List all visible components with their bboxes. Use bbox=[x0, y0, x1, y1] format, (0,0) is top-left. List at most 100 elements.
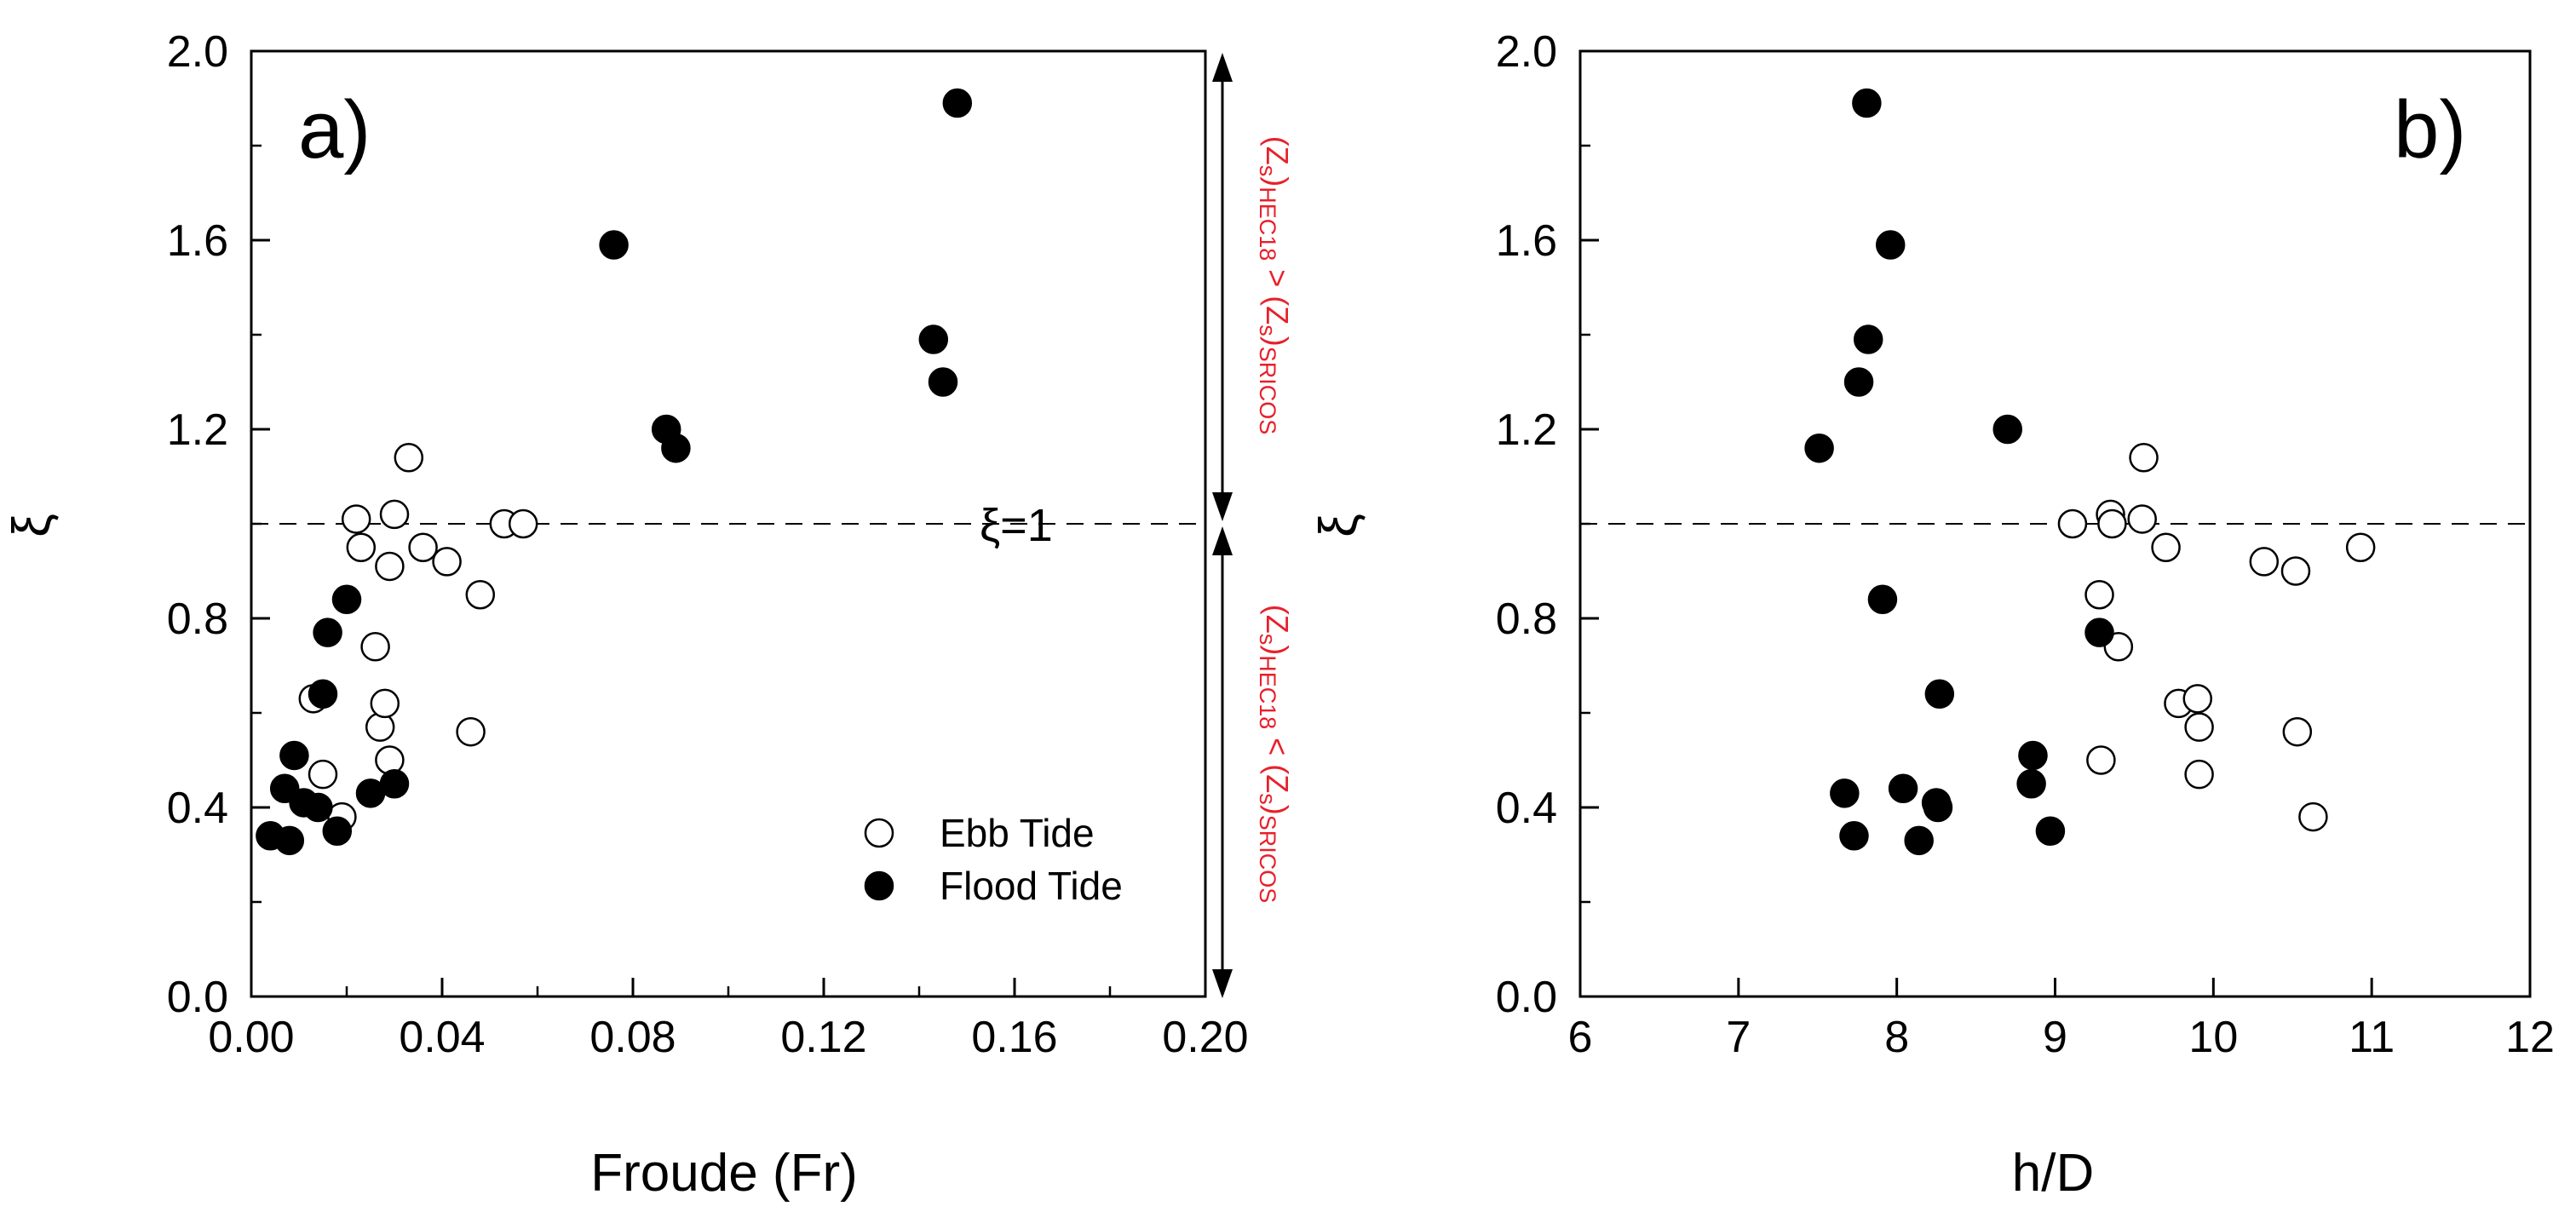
flood-tide-point bbox=[274, 825, 305, 856]
x-tick-label: 0.04 bbox=[399, 1013, 485, 1062]
flood-tide-point bbox=[379, 769, 410, 799]
ebb-tide-point bbox=[2282, 716, 2313, 747]
flood-tide-point bbox=[1852, 88, 1882, 118]
ebb-tide-point bbox=[346, 532, 377, 562]
panel-b-y-axis-title: ξ bbox=[1309, 514, 1368, 537]
ebb-tide-point bbox=[2280, 556, 2311, 586]
flood-tide-point bbox=[1888, 773, 1918, 804]
x-tick-label: 6 bbox=[1568, 1013, 1593, 1062]
panel-a-scatter: 0.0 0.4 0.8 1.2 1.6 2.0 0.00 0.04 0.08 0.12 0.16 0.… bbox=[3, 27, 1249, 1203]
ebb-tide-point bbox=[2127, 504, 2157, 534]
upper-arrow-head-top bbox=[1212, 53, 1233, 82]
y-tick-label: 1.6 bbox=[167, 216, 228, 266]
x-tick-label: 11 bbox=[2349, 1013, 2395, 1062]
flood-tide-point bbox=[2084, 617, 2114, 647]
ebb-tide-point bbox=[365, 712, 395, 742]
ebb-tide-point bbox=[360, 632, 390, 662]
panel-b-tick-labels: 0.0 0.4 0.8 1.2 1.6 2.0 6 7 8 9 10 11 12 bbox=[1496, 27, 2555, 1062]
y-tick-label: 1.6 bbox=[1496, 216, 1557, 266]
x-tick-label: 0.00 bbox=[208, 1013, 294, 1062]
legend-flood-label: Flood Tide bbox=[940, 864, 1123, 908]
ebb-tide-point bbox=[2182, 684, 2212, 714]
upper-arrow-head-bottom bbox=[1212, 492, 1233, 521]
flood-tide-point bbox=[303, 792, 333, 823]
y-tick-label: 1.2 bbox=[167, 405, 228, 455]
panel-b-scatter: 0.0 0.4 0.8 1.2 1.6 2.0 6 7 8 9 10 11 12 b) h/D ξ bbox=[1309, 27, 2555, 1203]
x-tick-label: 12 bbox=[2505, 1013, 2555, 1062]
flood-tide-point bbox=[599, 230, 629, 260]
flood-tide-point bbox=[918, 325, 949, 354]
x-tick-label: 8 bbox=[1884, 1013, 1909, 1062]
flood-tide-point bbox=[279, 740, 309, 771]
y-tick-label: 0.4 bbox=[167, 784, 228, 833]
x-tick-label: 0.20 bbox=[1162, 1013, 1248, 1062]
x-tick-label: 10 bbox=[2188, 1013, 2238, 1062]
flood-tide-point bbox=[2035, 816, 2066, 846]
ebb-tide-point bbox=[2057, 508, 2088, 539]
lower-arrow-head-bottom bbox=[1212, 969, 1233, 998]
ebb-tide-point bbox=[308, 759, 338, 790]
panel-a-points bbox=[256, 88, 973, 856]
legend-ebb-marker bbox=[864, 818, 894, 848]
ebb-tide-point bbox=[2084, 580, 2114, 610]
flood-tide-point bbox=[1992, 414, 2022, 445]
legend-ebb-label: Ebb Tide bbox=[940, 811, 1095, 855]
ebb-tide-point bbox=[394, 443, 424, 473]
ebb-tide-point bbox=[2184, 712, 2214, 742]
x-tick-label: 0.08 bbox=[589, 1013, 676, 1062]
flood-tide-point bbox=[313, 617, 342, 647]
x-tick-label: 0.16 bbox=[971, 1013, 1057, 1062]
y-tick-label: 2.0 bbox=[167, 27, 228, 77]
panel-b-label: b) bbox=[2394, 84, 2466, 175]
ebb-tide-point bbox=[375, 745, 405, 775]
legend: Ebb Tide Flood Tide bbox=[864, 811, 1123, 908]
flood-tide-point bbox=[1875, 230, 1906, 260]
panel-b-x-axis-title: h/D bbox=[2012, 1144, 2094, 1203]
panel-a-x-axis-title: Froude (Fr) bbox=[590, 1144, 857, 1203]
ebb-tide-point bbox=[508, 508, 538, 539]
flood-tide-point bbox=[1839, 821, 1869, 851]
region-arrows: (Zs)HEC18 > (Zs)SRICOS (Zs)HEC18 < (Zs)S… bbox=[1212, 53, 1295, 998]
ebb-tide-point bbox=[2298, 801, 2328, 832]
ebb-tide-point bbox=[375, 551, 405, 582]
panel-a-label: a) bbox=[298, 84, 371, 175]
y-tick-label: 0.0 bbox=[1496, 973, 1557, 1022]
flood-tide-point bbox=[928, 367, 958, 397]
flood-tide-point bbox=[1924, 679, 1955, 709]
x-tick-label: 0.12 bbox=[780, 1013, 866, 1062]
ebb-tide-point bbox=[370, 688, 400, 719]
y-tick-label: 1.2 bbox=[1496, 405, 1557, 455]
y-tick-label: 2.0 bbox=[1496, 27, 1557, 77]
lower-region-label: (Zs)HEC18 < (Zs)SRICOS bbox=[1255, 605, 1295, 904]
y-tick-label: 0.8 bbox=[167, 595, 228, 644]
flood-tide-point bbox=[322, 816, 353, 846]
y-tick-label: 0.4 bbox=[1496, 784, 1557, 833]
ebb-tide-point bbox=[341, 504, 371, 534]
ebb-tide-point bbox=[465, 580, 496, 610]
flood-tide-point bbox=[1843, 367, 1874, 397]
ebb-tide-point bbox=[2151, 532, 2181, 562]
ebb-tide-point bbox=[2097, 508, 2127, 539]
ebb-tide-point bbox=[432, 547, 462, 577]
panel-a-tick-labels: 0.0 0.4 0.8 1.2 1.6 2.0 0.00 0.04 0.08 0.12 0.16 0.… bbox=[167, 27, 1249, 1062]
flood-tide-point bbox=[1830, 778, 1860, 808]
flood-tide-point bbox=[1853, 325, 1883, 354]
flood-tide-point bbox=[661, 433, 691, 463]
ebb-tide-point bbox=[2249, 547, 2280, 577]
flood-tide-point bbox=[942, 88, 973, 118]
xi-equals-one-label: ξ=1 bbox=[980, 500, 1053, 551]
ebb-tide-point bbox=[2086, 745, 2116, 775]
ebb-tide-point bbox=[379, 499, 410, 530]
flood-tide-point bbox=[1804, 433, 1834, 463]
x-tick-label: 7 bbox=[1726, 1013, 1751, 1062]
flood-tide-point bbox=[2018, 740, 2048, 771]
lower-arrow-head-top bbox=[1212, 526, 1233, 555]
flood-tide-point bbox=[1904, 825, 1934, 856]
x-tick-label: 9 bbox=[2043, 1013, 2067, 1062]
y-tick-label: 0.8 bbox=[1496, 595, 1557, 644]
flood-tide-point bbox=[331, 584, 362, 615]
ebb-tide-point bbox=[2184, 759, 2214, 790]
flood-tide-point bbox=[2016, 769, 2046, 799]
panel-a-ticks bbox=[250, 49, 1207, 998]
